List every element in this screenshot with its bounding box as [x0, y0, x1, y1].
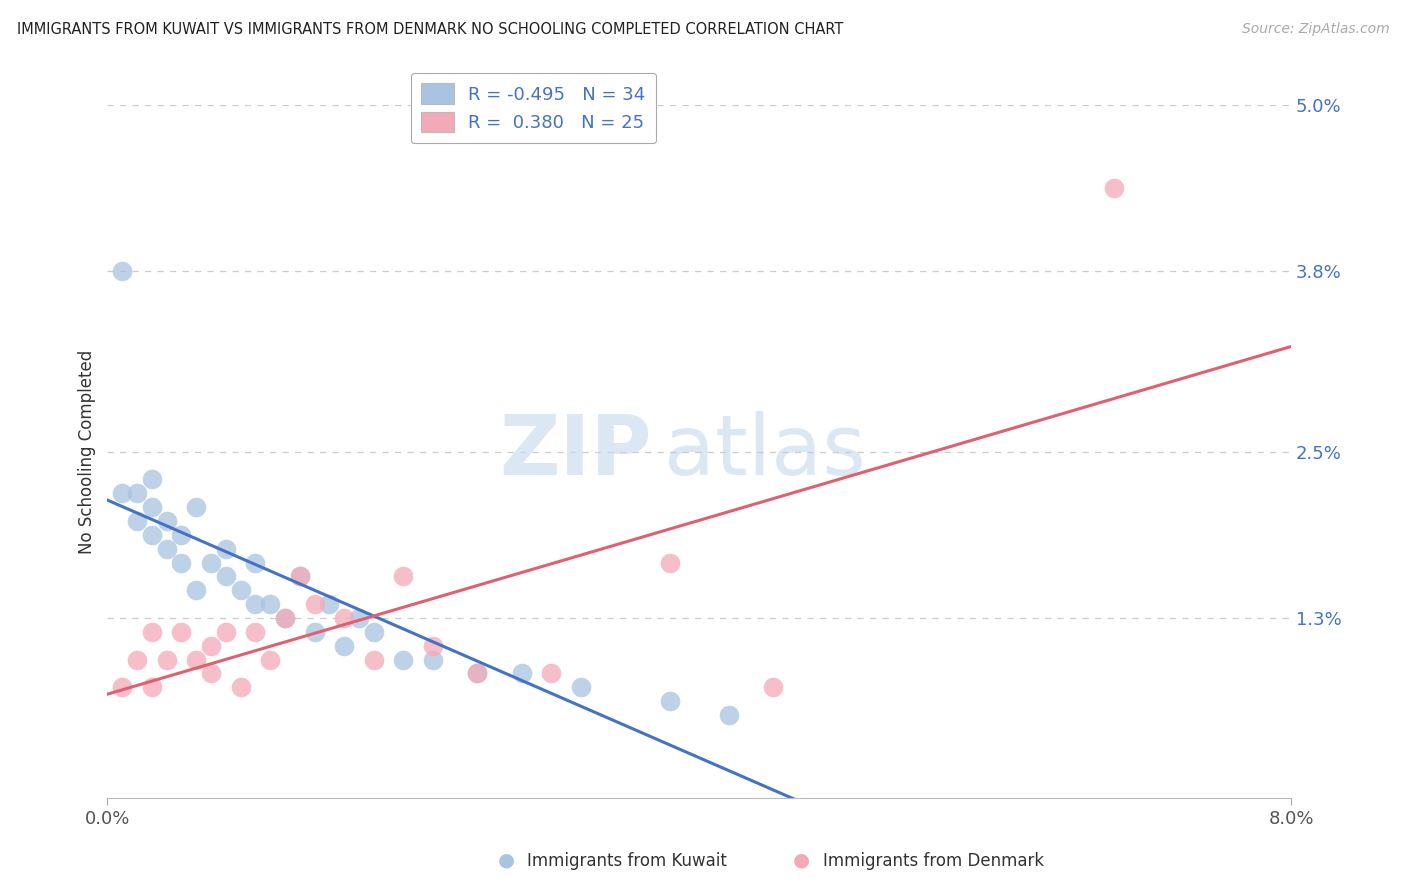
Legend: R = -0.495   N = 34, R =  0.380   N = 25: R = -0.495 N = 34, R = 0.380 N = 25: [411, 72, 657, 144]
Point: [155, 541, 177, 556]
Point: [717, 708, 740, 723]
Point: [422, 639, 444, 653]
Point: [1102, 181, 1125, 195]
Point: [259, 597, 281, 611]
Point: [304, 597, 326, 611]
Y-axis label: No Schooling Completed: No Schooling Completed: [79, 350, 96, 554]
Point: [141, 472, 163, 486]
Point: [245, 624, 267, 639]
Text: ●: ●: [498, 851, 515, 870]
Point: [200, 556, 222, 570]
Point: [245, 597, 267, 611]
Point: [186, 500, 208, 514]
Point: [215, 541, 238, 556]
Text: ZIP: ZIP: [499, 411, 652, 492]
Point: [141, 680, 163, 694]
Point: [125, 486, 148, 500]
Point: [363, 652, 385, 666]
Point: [125, 652, 148, 666]
Point: [111, 680, 134, 694]
Point: [215, 569, 238, 583]
Point: [259, 652, 281, 666]
Point: [200, 666, 222, 681]
Point: [274, 611, 297, 625]
Text: atlas: atlas: [664, 411, 866, 492]
Point: [170, 556, 193, 570]
Point: [762, 680, 785, 694]
Point: [200, 639, 222, 653]
Point: [569, 680, 592, 694]
Point: [465, 666, 488, 681]
Point: [274, 611, 297, 625]
Point: [141, 528, 163, 542]
Point: [347, 611, 370, 625]
Text: ●: ●: [793, 851, 810, 870]
Point: [155, 652, 177, 666]
Point: [186, 583, 208, 598]
Point: [245, 556, 267, 570]
Point: [170, 528, 193, 542]
Point: [111, 264, 134, 278]
Point: [392, 652, 415, 666]
Point: [186, 652, 208, 666]
Point: [141, 624, 163, 639]
Text: Source: ZipAtlas.com: Source: ZipAtlas.com: [1241, 22, 1389, 37]
Point: [422, 652, 444, 666]
Text: Immigrants from Denmark: Immigrants from Denmark: [823, 852, 1043, 870]
Point: [288, 569, 311, 583]
Text: IMMIGRANTS FROM KUWAIT VS IMMIGRANTS FROM DENMARK NO SCHOOLING COMPLETED CORRELA: IMMIGRANTS FROM KUWAIT VS IMMIGRANTS FRO…: [17, 22, 844, 37]
Point: [540, 666, 562, 681]
Point: [658, 694, 681, 708]
Point: [333, 611, 356, 625]
Point: [510, 666, 533, 681]
Point: [125, 514, 148, 528]
Point: [215, 624, 238, 639]
Point: [392, 569, 415, 583]
Point: [155, 514, 177, 528]
Point: [170, 624, 193, 639]
Point: [318, 597, 340, 611]
Point: [141, 500, 163, 514]
Point: [363, 624, 385, 639]
Point: [111, 486, 134, 500]
Point: [229, 680, 252, 694]
Point: [229, 583, 252, 598]
Text: Immigrants from Kuwait: Immigrants from Kuwait: [527, 852, 727, 870]
Point: [288, 569, 311, 583]
Point: [333, 639, 356, 653]
Point: [465, 666, 488, 681]
Point: [304, 624, 326, 639]
Point: [658, 556, 681, 570]
